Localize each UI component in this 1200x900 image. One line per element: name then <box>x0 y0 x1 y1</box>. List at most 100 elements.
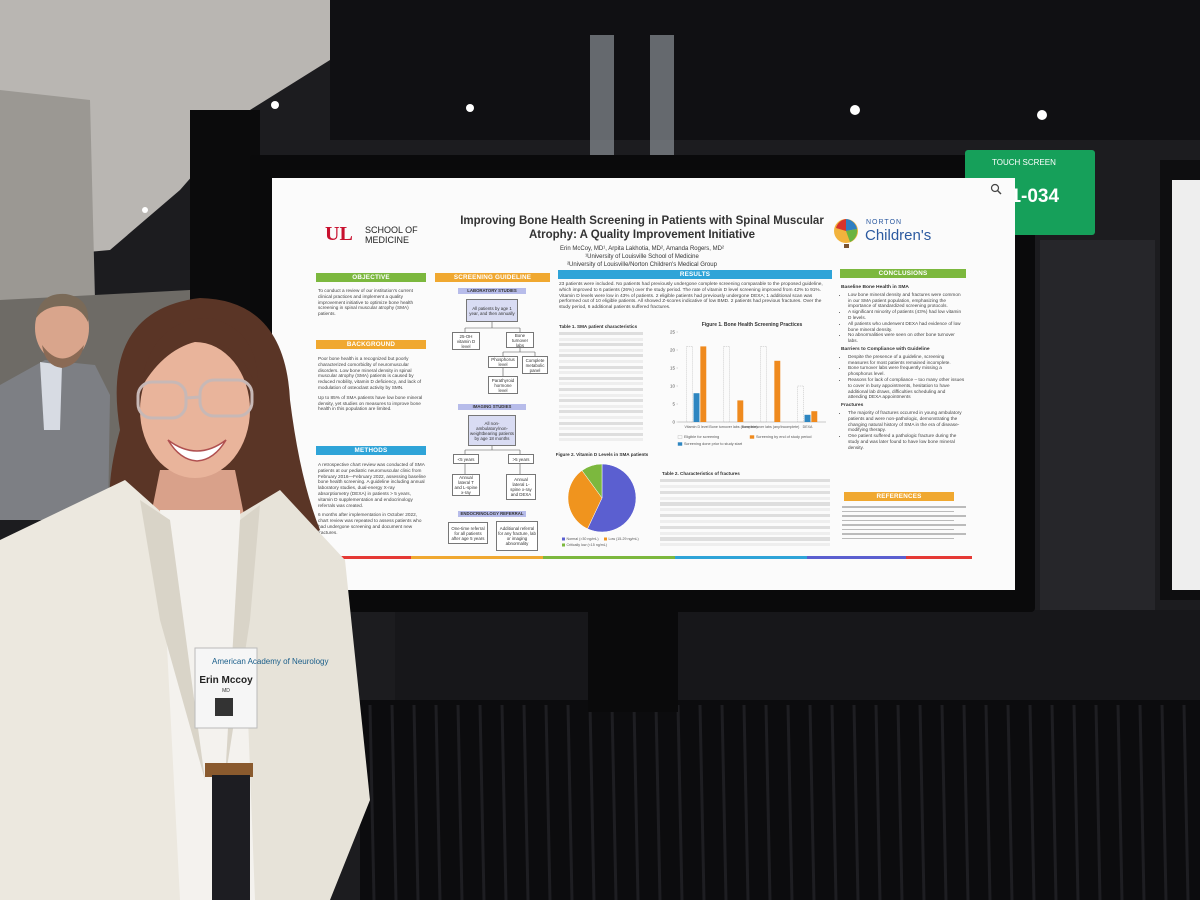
badge-org: American Academy of Neurology <box>212 657 329 666</box>
zoom-icon[interactable] <box>989 182 1003 196</box>
flow-box: Complete metabolic panel <box>522 356 548 374</box>
reference-line <box>842 524 966 526</box>
table-row <box>660 514 830 518</box>
bar <box>693 393 700 422</box>
subheading: Fractures <box>841 403 864 409</box>
curtain-fold <box>610 704 618 900</box>
table-row <box>559 432 643 436</box>
curtain-folds <box>368 704 1190 900</box>
flow-arrows <box>464 322 536 474</box>
subheading: Barriers to Compliance with Guideline <box>841 346 930 352</box>
bar <box>723 346 730 423</box>
pie-slice <box>567 470 603 530</box>
curtain-fold <box>764 704 772 900</box>
section-heading: BACKGROUND <box>316 340 426 349</box>
methods-text: A retrospective chart review was conduct… <box>318 462 426 540</box>
badge-credential: MD <box>222 688 230 694</box>
x-tick-text: Bone turnover labs (complete) <box>709 425 757 429</box>
curtain-fold <box>500 704 508 900</box>
bullet: No abnormalities were seen on other bone… <box>848 332 965 344</box>
light <box>142 207 148 213</box>
bar <box>737 400 744 422</box>
curtain-fold <box>720 704 728 900</box>
wall <box>0 90 95 310</box>
bullet-list: Low bone mineral density and fractures w… <box>841 292 965 344</box>
flow-box: One-time referral for all patients after… <box>448 522 488 544</box>
curtain-fold <box>1072 704 1080 900</box>
curtain-fold <box>1160 704 1168 900</box>
y-tick-label: 20 <box>670 348 676 353</box>
balloon-logo <box>834 219 858 248</box>
curtain-fold <box>852 704 860 900</box>
table-row <box>559 404 643 408</box>
chart-title: Figure 1. Bone Health Screening Practice… <box>702 322 803 328</box>
pie-slice <box>587 463 637 533</box>
x-tick-text: Vitamin D level <box>685 425 709 429</box>
table-row <box>559 416 643 420</box>
table-row <box>660 508 830 512</box>
curtain-fold <box>830 704 838 900</box>
curtain-fold <box>368 704 376 900</box>
curtain-fold <box>984 704 992 900</box>
curtain-fold <box>1138 704 1146 900</box>
reference-line <box>842 519 954 522</box>
subheading: Baseline Bone Health in SMA <box>841 285 909 290</box>
table-row <box>559 421 643 425</box>
reference-line <box>842 537 954 540</box>
curtain-fold <box>786 704 794 900</box>
curtain-fold <box>676 704 684 900</box>
authors: Erin McCoy, MD¹, Arpita Lakhotia, MD², A… <box>560 246 724 252</box>
bullet: Low bone mineral density and fractures w… <box>848 292 965 309</box>
table-row <box>559 365 643 369</box>
flow-box: Annual lateral T and L-spine x-ray <box>452 474 480 496</box>
x-tick-label: DEXA <box>803 425 813 429</box>
section-heading: RESULTS <box>558 270 832 279</box>
logo-top: NORTON <box>866 219 903 226</box>
column <box>590 35 614 155</box>
reference-line <box>842 533 966 535</box>
bullet: Reasons for lack of compliance – too man… <box>848 377 965 400</box>
curtain-fold <box>1094 704 1102 900</box>
light <box>1037 110 1047 120</box>
bullet: One patient suffered a pathologic fractu… <box>848 433 965 450</box>
curtain-fold <box>962 704 970 900</box>
conclusions-text: Baseline Bone Health in SMA Low bone mine… <box>841 282 965 453</box>
reference-line <box>842 528 954 531</box>
bar <box>804 414 811 422</box>
legend-label: Normal (>30 ng/mL) <box>567 537 599 541</box>
legend-label: Low (15-29 ng/mL) <box>609 537 639 541</box>
bar <box>700 346 707 422</box>
table-row <box>559 399 643 403</box>
curtain-fold <box>896 704 904 900</box>
booth-wall <box>1040 240 1155 620</box>
bullet-list: Despite the presence of a guideline, scr… <box>841 354 965 400</box>
flow-heading: ENDOCRINOLOGY REFERRAL <box>458 511 526 517</box>
flow-box: <5 years <box>453 454 479 464</box>
flow-box: Parathyroid hormone level <box>488 376 518 394</box>
bar <box>811 411 818 422</box>
legend-swatch <box>562 543 565 547</box>
legend-swatch <box>677 435 683 439</box>
legend-swatch <box>604 537 607 541</box>
legend-swatch <box>562 537 565 541</box>
table-row <box>660 484 830 489</box>
pie-slice <box>581 463 603 499</box>
table-row <box>660 496 830 500</box>
curtain-fold <box>654 704 662 900</box>
table-row <box>559 332 643 336</box>
legend-swatch <box>749 435 755 439</box>
bar <box>774 360 781 422</box>
curtain-fold <box>522 704 530 900</box>
table-row <box>559 348 643 352</box>
light <box>850 105 860 115</box>
table-row <box>660 525 830 529</box>
bar-chart: Figure 1. Bone Health Screening Practice… <box>670 322 826 446</box>
curtain-fold <box>544 704 552 900</box>
bullet: Bone turnover labs were frequently missi… <box>848 365 965 377</box>
curtain-fold <box>566 704 574 900</box>
table-row <box>660 537 830 541</box>
y-tick-label: 15 <box>670 366 676 371</box>
legend-label: Screening by end of study period <box>756 435 812 439</box>
table <box>559 332 643 444</box>
